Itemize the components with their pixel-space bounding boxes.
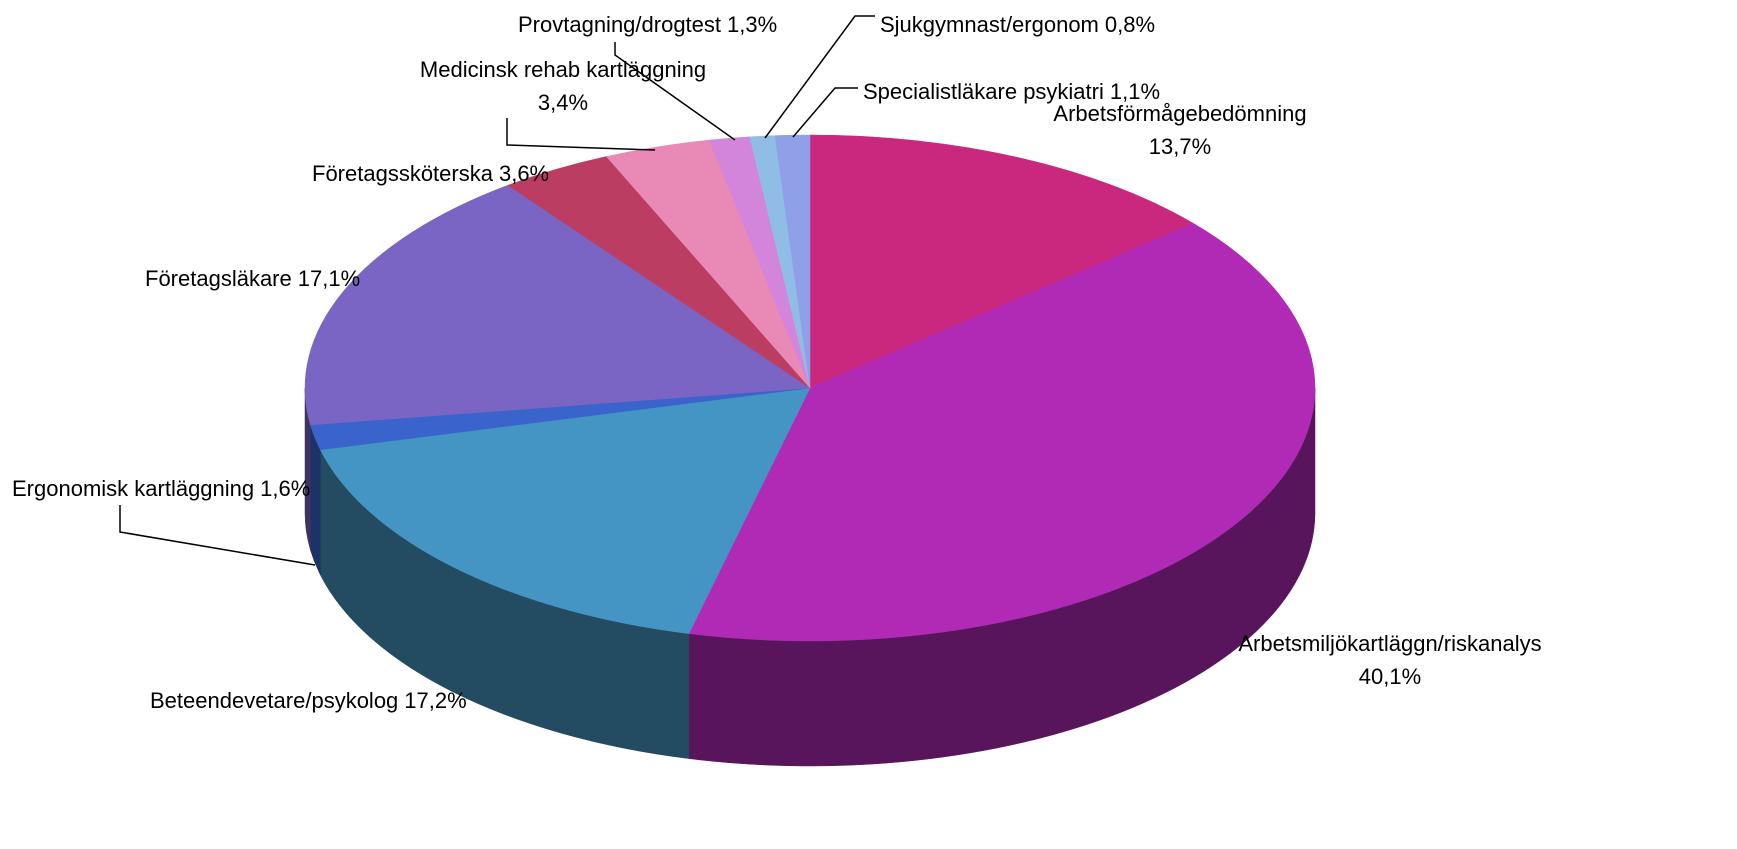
data-label: Medicinsk rehab kartläggning 3,4% [420, 57, 706, 115]
label-name: Arbetsmiljökartläggn/riskanalys [1238, 631, 1541, 656]
data-label: Provtagning/drogtest 1,3% [518, 12, 777, 37]
slice [688, 222, 1316, 642]
label-name: Provtagning/drogtest [518, 12, 721, 37]
label-value: 13,7% [1149, 134, 1211, 159]
slice [809, 134, 1194, 389]
slice [774, 134, 811, 389]
leader-line [764, 15, 875, 139]
label-value: 1,6% [260, 476, 310, 501]
data-label: Beteendevetare/psykolog 17,2% [150, 688, 467, 713]
data-label: Sjukgymnast/ergonom 0,8% [880, 12, 1155, 37]
data-label: Ergonomisk kartläggning 1,6% [12, 476, 310, 501]
label-name: Företagsläkare [145, 266, 292, 291]
label-name: Arbetsförmågebedömning [1053, 101, 1306, 126]
label-value: 3,6% [499, 161, 549, 186]
label-value: 17,2% [404, 688, 466, 713]
label-name: Specialistläkare psykiatri [863, 79, 1104, 104]
label-name: Ergonomisk kartläggning [12, 476, 254, 501]
label-value: 0,8% [1105, 12, 1155, 37]
label-value: 1,1% [1110, 79, 1160, 104]
label-value: 17,1% [298, 266, 360, 291]
label-name: Företagssköterska [312, 161, 494, 186]
leader-line [614, 42, 736, 141]
label-name: Beteendevetare/psykolog [150, 688, 398, 713]
label-name: Medicinsk rehab kartläggning [420, 57, 706, 82]
data-label: Arbetsmiljökartläggn/riskanalys 40,1% [1238, 631, 1541, 689]
label-value: 1,3% [727, 12, 777, 37]
label-name: Sjukgymnast/ergonom [880, 12, 1099, 37]
data-label: Specialistläkare psykiatri 1,1% [863, 79, 1160, 104]
data-label: Företagssköterska 3,6% [312, 161, 549, 186]
leader-line [506, 118, 656, 151]
label-value: 40,1% [1359, 664, 1421, 689]
slice [319, 387, 811, 634]
leader-line [119, 505, 316, 566]
data-label: Arbetsförmågebedömning 13,7% [1053, 101, 1306, 159]
slice [304, 185, 811, 426]
data-label: Företagsläkare 17,1% [145, 266, 360, 291]
leader-line [792, 87, 858, 138]
label-value: 3,4% [538, 90, 588, 115]
